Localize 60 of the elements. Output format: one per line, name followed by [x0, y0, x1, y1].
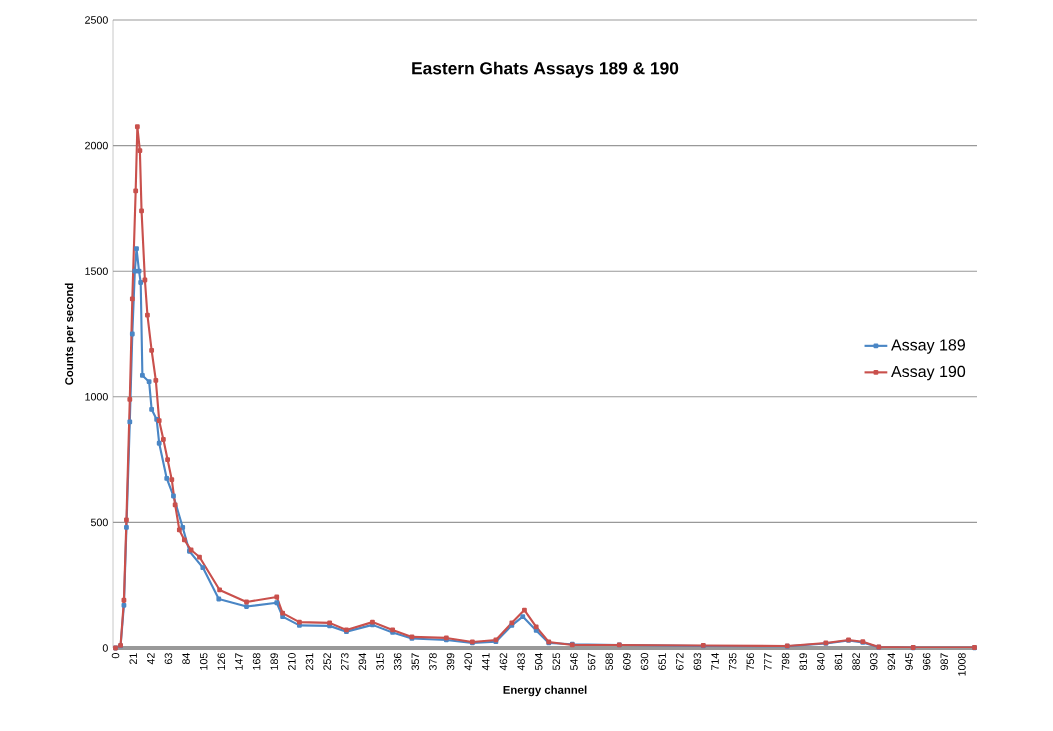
y-tick-label: 0 [102, 644, 108, 652]
x-tick-label: 504 [534, 653, 543, 671]
y-axis-title: Counts per second [64, 283, 76, 385]
y-tick-label: 500 [90, 518, 108, 527]
x-tick-label: 924 [887, 653, 896, 670]
x-tick-label: 987 [940, 653, 949, 670]
x-tick-label: 651 [658, 653, 666, 670]
x-tick-label: 546 [570, 653, 578, 671]
x-tick-label: 105 [199, 653, 208, 670]
legend-label: Assay 189 [891, 339, 965, 354]
y-tick-label: 1500 [85, 267, 108, 275]
x-tick-label: 357 [411, 653, 420, 671]
x-tick-label: 714 [711, 653, 719, 670]
y-tick-label: 2000 [85, 141, 108, 150]
x-tick-label: 126 [217, 653, 226, 670]
x-tick-label: 147 [235, 653, 243, 670]
x-tick-label: 1008 [958, 653, 966, 676]
legend-label: Assay 190 [891, 365, 966, 381]
x-tick-label: 168 [252, 653, 261, 670]
x-tick-label: 336 [393, 653, 402, 671]
x-tick-label: 210 [288, 653, 296, 670]
x-tick-label: 399 [446, 653, 455, 671]
x-tick-label: 462 [499, 653, 508, 671]
x-tick-label: 567 [587, 653, 596, 671]
x-tick-label: 945 [905, 653, 913, 670]
x-tick-label: 315 [376, 653, 384, 671]
x-tick-label: 21 [129, 653, 137, 665]
x-tick-label: 861 [834, 653, 843, 671]
x-tick-label: 525 [552, 653, 561, 671]
x-tick-label: 441 [482, 653, 490, 671]
x-tick-label: 966 [922, 653, 931, 670]
x-tick-label: 693 [693, 653, 702, 670]
x-tick-label: 882 [852, 653, 860, 671]
x-tick-label: 840 [817, 653, 825, 671]
x-tick-label: 189 [270, 653, 278, 670]
text: Eastern Ghats Assays 189 & 190 [412, 61, 679, 78]
x-tick-label: 672 [676, 653, 684, 670]
x-tick-label: 252 [323, 653, 331, 670]
x-tick-label: 609 [623, 653, 631, 670]
y-tick-label: 1000 [85, 393, 108, 401]
x-tick-label: 630 [640, 653, 649, 670]
x-tick-label: 483 [517, 653, 525, 671]
x-tick-label: 756 [746, 653, 755, 670]
x-tick-label: 777 [764, 653, 772, 670]
x-tick-label: 735 [728, 653, 737, 670]
x-tick-label: 378 [429, 653, 437, 671]
x-tick-label: 0 [111, 653, 120, 659]
x-tick-label: 273 [340, 653, 349, 670]
x-tick-label: 420 [464, 653, 472, 671]
x-tick-label: 63 [164, 653, 173, 665]
y-tick-label: 2500 [85, 16, 108, 24]
x-tick-label: 42 [147, 653, 155, 665]
x-tick-label: 294 [358, 653, 367, 670]
x-tick-label: 231 [305, 653, 314, 670]
x-tick-label: 903 [869, 653, 878, 670]
x-axis-title: Energy channel [503, 685, 587, 697]
x-tick-label: 819 [799, 653, 807, 671]
x-tick-label: 798 [781, 653, 790, 670]
x-tick-label: 588 [605, 653, 614, 671]
x-tick-label: 84 [182, 653, 190, 665]
